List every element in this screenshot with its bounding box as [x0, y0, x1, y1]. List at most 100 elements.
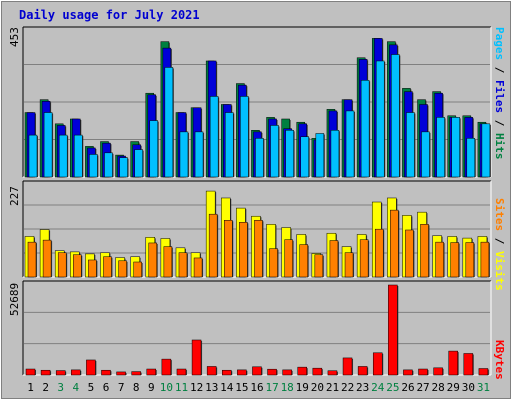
day-label: 7 [118, 381, 125, 394]
day-label: 15 [235, 381, 248, 394]
day-label: 2 [42, 381, 49, 394]
pages-bar [300, 136, 309, 178]
day-label: 8 [133, 381, 140, 394]
pages-bar [391, 54, 400, 178]
sites-bar [42, 239, 52, 278]
sites-bar [103, 256, 112, 278]
kbytes-bar [40, 369, 51, 376]
kbytes-bar [116, 371, 126, 376]
pages-bar [225, 112, 234, 178]
kbytes-bar [342, 357, 353, 376]
sites-bar [314, 254, 324, 278]
sites-bar [163, 246, 173, 278]
legend-files: Files [493, 80, 506, 114]
day-label: 25 [386, 381, 399, 394]
day-label: 27 [416, 381, 429, 394]
day-label: 21 [326, 381, 339, 394]
sites-bar [390, 209, 399, 278]
sites-bar [374, 228, 384, 278]
kbytes-bar [357, 366, 368, 376]
day-label: 4 [73, 381, 80, 394]
sites-bar [133, 261, 142, 278]
sites-bar [57, 252, 67, 278]
sites-bar [178, 252, 188, 278]
pages-bar [209, 96, 219, 178]
kbytes-bar [282, 369, 292, 376]
day-label: 31 [477, 381, 490, 394]
sites-bar [148, 242, 158, 278]
kbytes-bar [418, 368, 428, 376]
day-label: 10 [160, 381, 173, 394]
sites-bar [299, 244, 308, 278]
pages-bar [466, 138, 476, 178]
pages-bar [255, 138, 264, 178]
sites-bar [118, 260, 127, 278]
pages-bar [119, 157, 128, 178]
day-label: 22 [341, 381, 354, 394]
sites-bar [254, 220, 263, 278]
kbytes-bar [478, 368, 489, 376]
sites-bar [239, 222, 248, 278]
visits-legend: Sites / Visits [493, 198, 506, 291]
pages-bar [360, 80, 370, 178]
day-label: 11 [175, 381, 188, 394]
day-label: 6 [103, 381, 110, 394]
kbytes-bar [252, 366, 262, 376]
kbytes-bar [433, 367, 443, 376]
sites-bar [450, 242, 459, 278]
day-label: 18 [281, 381, 294, 394]
day-label: 12 [190, 381, 203, 394]
sites-bar [73, 254, 82, 278]
legend-sep: / [493, 113, 506, 133]
sites-bar [480, 241, 490, 278]
pages-bar [406, 112, 415, 178]
day-label: 29 [447, 381, 460, 394]
day-label: 30 [462, 381, 475, 394]
kbytes-bar [312, 367, 323, 376]
pages-bar [421, 131, 430, 178]
sites-bar [465, 242, 475, 278]
day-label: 1 [27, 381, 34, 394]
pages-bar [104, 152, 113, 178]
day-label: 26 [401, 381, 414, 394]
sites-bar [27, 241, 37, 278]
pages-bar [74, 134, 83, 178]
legend-pages: Pages [493, 27, 506, 61]
kbytes-bar [372, 352, 383, 376]
kbytes-bar [448, 350, 458, 376]
day-label: 20 [311, 381, 324, 394]
pages-bar [179, 131, 189, 178]
pages-bar [58, 134, 68, 178]
kbytes-bar [55, 370, 66, 376]
day-label: 28 [432, 381, 445, 394]
pages-bar [28, 134, 38, 178]
legend-kbytes: KBytes [493, 340, 506, 380]
day-label: 24 [371, 381, 385, 394]
sites-bar [284, 239, 293, 278]
kbytes-bar [191, 339, 202, 376]
sites-bar [344, 252, 354, 278]
sites-bar [329, 240, 339, 278]
kbytes-bar [297, 366, 307, 376]
kbytes-bar [146, 368, 157, 376]
pages-bar [149, 120, 159, 178]
legend-sep: / [493, 231, 506, 251]
kbytes-bar [176, 368, 187, 376]
kbytes-bar [222, 369, 232, 376]
sites-bar [420, 224, 429, 278]
sites-bar [405, 229, 414, 278]
kbytes-bar [388, 284, 398, 376]
kbytes-bar [463, 353, 474, 376]
sites-bar [224, 220, 233, 278]
day-label: 5 [88, 381, 95, 394]
pages-bar [436, 117, 445, 178]
pages-bar [481, 123, 491, 178]
kbytes-bar [101, 369, 111, 376]
legend-sites: Sites [493, 198, 506, 232]
pages-bar [43, 112, 53, 178]
pages-bar [345, 110, 355, 178]
day-label: 13 [205, 381, 218, 394]
